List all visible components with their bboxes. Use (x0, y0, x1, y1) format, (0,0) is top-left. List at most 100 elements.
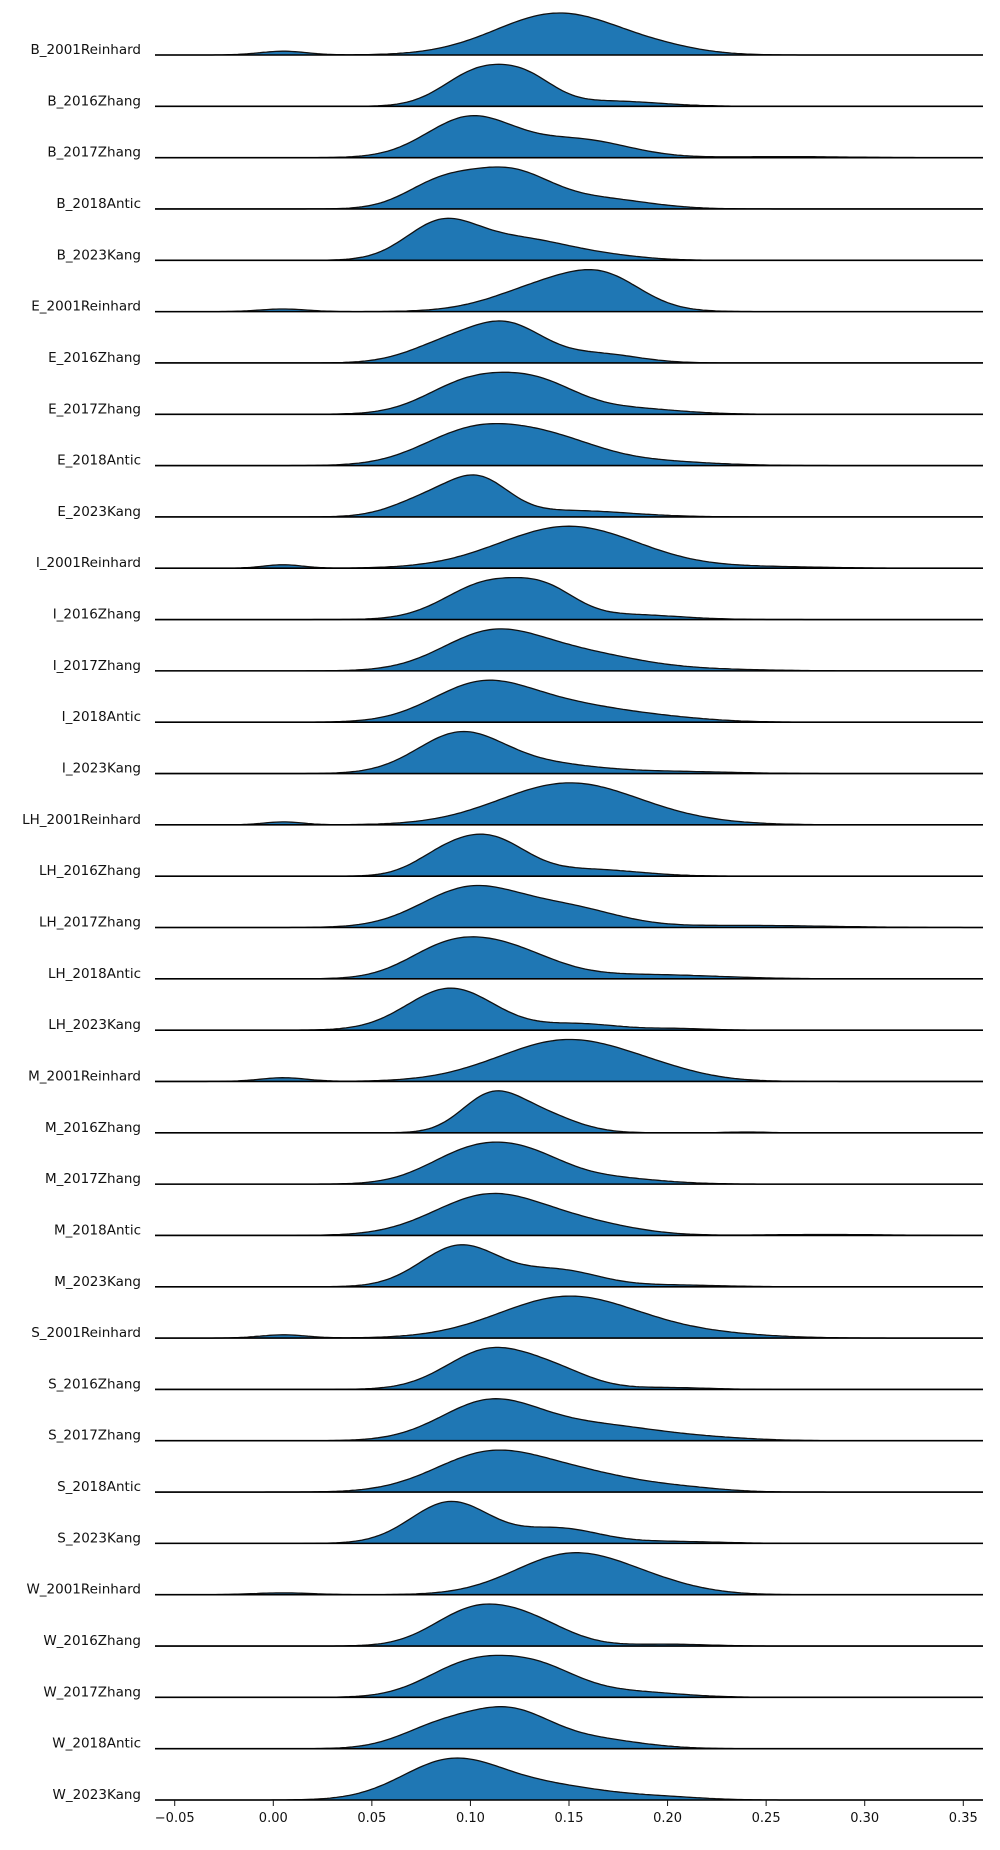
ridge-M_2016Zhang (155, 1090, 983, 1134)
ridge-M_2001Reinhard (155, 1038, 983, 1083)
ridge-fill (155, 1142, 983, 1185)
ridge-fill (155, 1398, 983, 1441)
ridge-E_2001Reinhard (155, 268, 983, 313)
row-label: S_2017Zhang (48, 1428, 141, 1444)
x-tick-label: −0.05 (155, 1811, 195, 1826)
row-label: B_2018Antic (56, 196, 141, 212)
ridge-fill (155, 988, 983, 1031)
x-tick-label: 0.00 (259, 1811, 288, 1826)
x-tick-label: 0.15 (555, 1811, 584, 1826)
ridge-M_2017Zhang (155, 1141, 983, 1185)
row-label: E_2001Reinhard (31, 299, 141, 315)
ridge-I_2023Kang (155, 730, 983, 775)
ridge-fill (155, 1039, 983, 1082)
ridge-B_2018Antic (155, 166, 983, 210)
row-label: E_2017Zhang (48, 401, 141, 417)
ridge-W_2018Antic (155, 1706, 983, 1750)
row-label: S_2016Zhang (48, 1376, 141, 1392)
ridge-M_2023Kang (155, 1244, 983, 1288)
ridge-S_2017Zhang (155, 1398, 983, 1442)
ridge-fill (155, 526, 983, 569)
ridge-LH_2016Zhang (155, 833, 983, 877)
ridge-S_2001Reinhard (155, 1295, 983, 1339)
row-label: W_2017Zhang (43, 1684, 141, 1700)
ridge-fill (155, 1090, 983, 1133)
ridge-E_2016Zhang (155, 320, 983, 364)
x-tick-label: 0.10 (456, 1811, 485, 1826)
ridge-fill (155, 13, 983, 55)
row-label: M_2001Reinhard (28, 1068, 141, 1084)
row-label: M_2017Zhang (45, 1171, 141, 1187)
ridge-fill (155, 1758, 983, 1800)
ridge-S_2023Kang (155, 1500, 983, 1545)
ridge-fill (155, 218, 983, 261)
ridge-W_2023Kang (155, 1757, 983, 1801)
ridge-fill (155, 936, 983, 979)
ridge-S_2018Antic (155, 1449, 983, 1493)
row-label: M_2023Kang (54, 1274, 141, 1290)
row-labels-group: B_2001Reinhard B_2016Zhang B_2017Zhang B_20… (22, 42, 141, 1803)
x-axis: −0.05 0.00 0.05 0.10 0.15 0.20 0.25 0.30 0.35 (155, 1800, 978, 1826)
ridge-fill (155, 64, 983, 107)
x-tick-label: 0.05 (357, 1811, 386, 1826)
ridge-fill (155, 1501, 983, 1544)
ridge-fill (155, 1552, 983, 1595)
ridge-fill (155, 1244, 983, 1287)
ridge-W_2017Zhang (155, 1654, 983, 1699)
x-tick-label: 0.35 (949, 1811, 978, 1826)
row-label: I_2023Kang (62, 761, 141, 777)
row-label: LH_2017Zhang (39, 915, 141, 931)
ridge-fill (155, 834, 983, 877)
row-label: S_2018Antic (57, 1479, 141, 1495)
ridge-E_2017Zhang (155, 371, 983, 416)
row-label: B_2001Reinhard (31, 42, 141, 58)
ridge-I_2001Reinhard (155, 525, 983, 570)
ridge-fill (155, 1706, 983, 1749)
ridge-E_2023Kang (155, 474, 983, 518)
row-label: E_2023Kang (57, 504, 141, 520)
ridge-B_2017Zhang (155, 114, 983, 159)
ridge-I_2018Antic (155, 679, 983, 724)
row-label: W_2001Reinhard (26, 1582, 141, 1598)
ridge-fill (155, 372, 983, 415)
row-label: W_2023Kang (53, 1787, 141, 1803)
ridge-fill (155, 1296, 983, 1339)
row-label: I_2017Zhang (53, 658, 141, 674)
ridge-E_2018Antic (155, 422, 983, 467)
row-label: I_2001Reinhard (36, 555, 141, 571)
ridge-S_2016Zhang (155, 1346, 983, 1391)
ridge-fill (155, 269, 983, 312)
ridge-M_2018Antic (155, 1192, 983, 1237)
ridge-LH_2001Reinhard (155, 782, 983, 826)
ridge-fill (155, 423, 983, 466)
row-label: LH_2018Antic (48, 966, 141, 982)
row-label: LH_2016Zhang (39, 863, 141, 879)
ridge-fill (155, 782, 983, 825)
row-label: W_2016Zhang (43, 1633, 141, 1649)
row-label: W_2018Antic (52, 1736, 141, 1752)
ridge-B_2023Kang (155, 217, 983, 262)
row-label: M_2016Zhang (45, 1120, 141, 1136)
ridge-I_2017Zhang (155, 628, 983, 672)
row-label: E_2018Antic (57, 453, 141, 469)
ridge-fill (155, 1604, 983, 1646)
ridges-group (155, 12, 983, 1801)
row-label: I_2016Zhang (53, 607, 141, 623)
ridge-fill (155, 1450, 983, 1493)
ridge-fill (155, 115, 983, 158)
row-label: LH_2023Kang (48, 1017, 141, 1033)
row-label: M_2018Antic (54, 1222, 141, 1238)
ridge-fill (155, 167, 983, 209)
x-tick-label: 0.20 (653, 1811, 682, 1826)
ridge-W_2001Reinhard (155, 1552, 983, 1596)
x-tick-label: 0.25 (752, 1811, 781, 1826)
ridge-fill (155, 577, 983, 620)
row-label: E_2016Zhang (48, 350, 141, 366)
ridge-B_2016Zhang (155, 63, 983, 108)
row-label: LH_2001Reinhard (22, 812, 141, 828)
row-label: B_2017Zhang (47, 145, 141, 161)
ridge-fill (155, 628, 983, 671)
x-tick-label: 0.30 (850, 1811, 879, 1826)
